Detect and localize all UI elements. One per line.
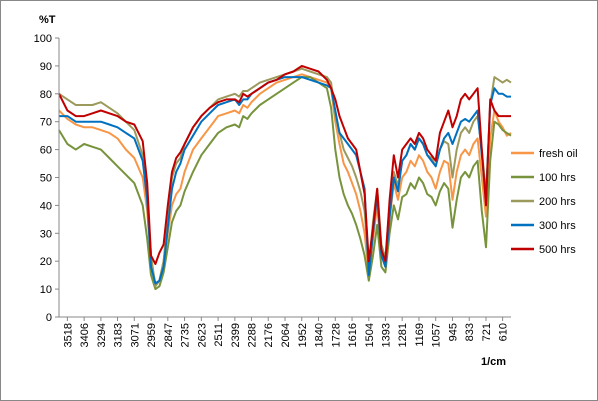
x-tick-label: 945	[447, 323, 459, 341]
x-tick-label: 1281	[397, 323, 409, 347]
x-tick-label: 2288	[246, 323, 258, 347]
series-line-2	[58, 67, 512, 288]
legend-label: 100 hrs	[539, 172, 576, 184]
x-tick-label: 721	[481, 323, 493, 341]
x-tick-label: 1057	[431, 323, 443, 347]
x-tick-label: 3071	[129, 323, 141, 347]
y-tick-label: 100	[34, 33, 52, 45]
legend-label: 300 hrs	[539, 220, 576, 232]
y-tick-label: 50	[40, 173, 52, 185]
x-tick-label: 1393	[380, 323, 392, 347]
x-tick-label: 2511	[213, 323, 225, 347]
x-tick-label: 1169	[414, 323, 426, 347]
x-tick-label: 1728	[330, 323, 342, 347]
series-line-0	[58, 73, 512, 285]
y-axis-ticks: 0 10 20 30 40 50 60 70 80 90 100	[34, 33, 59, 324]
legend-label: fresh oil	[539, 148, 578, 160]
y-tick-label: 80	[40, 89, 52, 101]
x-tick-label: 2959	[146, 323, 158, 347]
x-tick-label: 1504	[364, 323, 376, 347]
plot-series-group	[58, 64, 512, 291]
y-tick-label: 40	[40, 200, 52, 212]
series-line-1	[58, 76, 512, 291]
y-axis-title: %T	[39, 14, 56, 26]
x-axis-ticks: 3518 3406 3294 3183 3071 2959 2847 2735 2623 2511…	[62, 317, 510, 347]
x-tick-label: 2176	[263, 323, 275, 347]
x-tick-label: 2399	[230, 323, 242, 347]
y-tick-label: 0	[46, 312, 52, 324]
legend: fresh oil 100 hrs 200 hrs 300 hrs 500 hrs	[511, 148, 578, 256]
x-tick-label: 3518	[62, 323, 74, 347]
series-line-4	[58, 64, 511, 265]
legend-label: 200 hrs	[539, 196, 576, 208]
x-tick-label: 2064	[280, 323, 292, 347]
x-tick-label: 2735	[180, 323, 192, 347]
legend-label: 500 hrs	[539, 244, 576, 256]
x-tick-label: 833	[464, 323, 476, 341]
series-line-3	[59, 76, 511, 285]
x-tick-label: 2623	[196, 323, 208, 347]
x-tick-label: 3294	[96, 323, 108, 347]
y-tick-label: 30	[40, 228, 52, 240]
x-tick-label: 1840	[314, 323, 326, 347]
y-tick-label: 70	[40, 117, 52, 129]
x-tick-label: 1952	[297, 323, 309, 347]
x-tick-label: 610	[498, 323, 510, 341]
x-tick-label: 3406	[79, 323, 91, 347]
y-tick-label: 10	[40, 284, 52, 296]
y-tick-label: 20	[40, 256, 52, 268]
x-tick-label: 2847	[163, 323, 175, 347]
y-tick-label: 60	[40, 145, 52, 157]
x-tick-label: 1616	[347, 323, 359, 347]
y-tick-label: 90	[40, 61, 52, 73]
x-tick-label: 3183	[113, 323, 125, 347]
x-axis-title: 1/cm	[481, 356, 506, 368]
